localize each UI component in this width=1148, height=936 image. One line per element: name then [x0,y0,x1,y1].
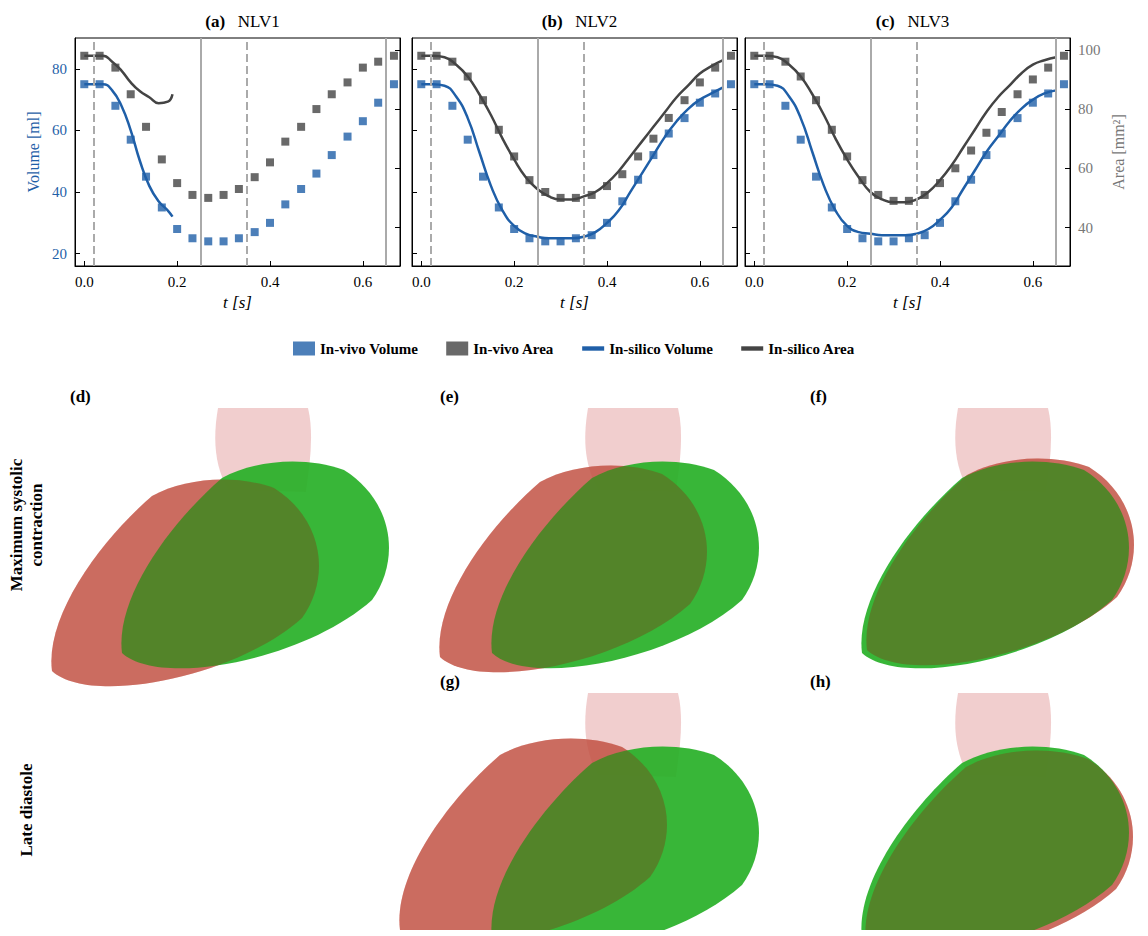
svg-text:0.4: 0.4 [931,274,950,290]
svg-text:(d): (d) [70,387,91,406]
svg-text:(a): (a) [205,12,225,31]
svg-text:40: 40 [52,184,67,200]
svg-text:t [s]: t [s] [893,293,922,312]
svg-text:0.4: 0.4 [598,274,617,290]
svg-text:(g): (g) [440,672,460,691]
svg-text:NLV2: NLV2 [563,12,618,31]
svg-text:(c): (c) [876,12,895,31]
svg-text:(f): (f) [810,387,827,406]
svg-text:(e): (e) [440,387,459,406]
svg-text:0.6: 0.6 [1023,274,1042,290]
svg-text:NLV1: NLV1 [225,12,280,31]
svg-text:Late diastole: Late diastole [17,763,36,856]
svg-text:In-silico Volume: In-silico Volume [609,341,713,357]
svg-text:0.2: 0.2 [168,274,187,290]
svg-text:(h): (h) [810,672,831,691]
svg-text:In-silico Area: In-silico Area [768,341,854,357]
svg-text:NLV3: NLV3 [895,12,950,31]
svg-text:0.0: 0.0 [745,274,764,290]
svg-text:0.0: 0.0 [75,274,94,290]
svg-text:80: 80 [52,61,67,77]
svg-text:20: 20 [52,246,67,262]
svg-text:0.4: 0.4 [261,274,280,290]
svg-text:0.6: 0.6 [353,274,372,290]
svg-text:0.2: 0.2 [505,274,524,290]
svg-text:80: 80 [1078,101,1093,117]
svg-text:40: 40 [1078,220,1093,236]
svg-text:0.6: 0.6 [690,274,709,290]
svg-text:(b): (b) [542,12,563,31]
svg-text:Maximum systoliccontraction: Maximum systoliccontraction [7,458,46,591]
svg-text:60: 60 [52,122,67,138]
svg-text:Area [mm²]: Area [mm²] [1110,114,1127,189]
svg-text:t [s]: t [s] [223,293,252,312]
svg-text:In-vivo Area: In-vivo Area [473,341,554,357]
svg-text:In-vivo Volume: In-vivo Volume [320,341,418,357]
svg-text:100: 100 [1078,42,1101,58]
svg-text:60: 60 [1078,160,1093,176]
svg-text:0.2: 0.2 [838,274,857,290]
svg-text:t [s]: t [s] [560,293,589,312]
svg-text:0.0: 0.0 [412,274,431,290]
svg-text:Volume [ml]: Volume [ml] [25,111,42,192]
